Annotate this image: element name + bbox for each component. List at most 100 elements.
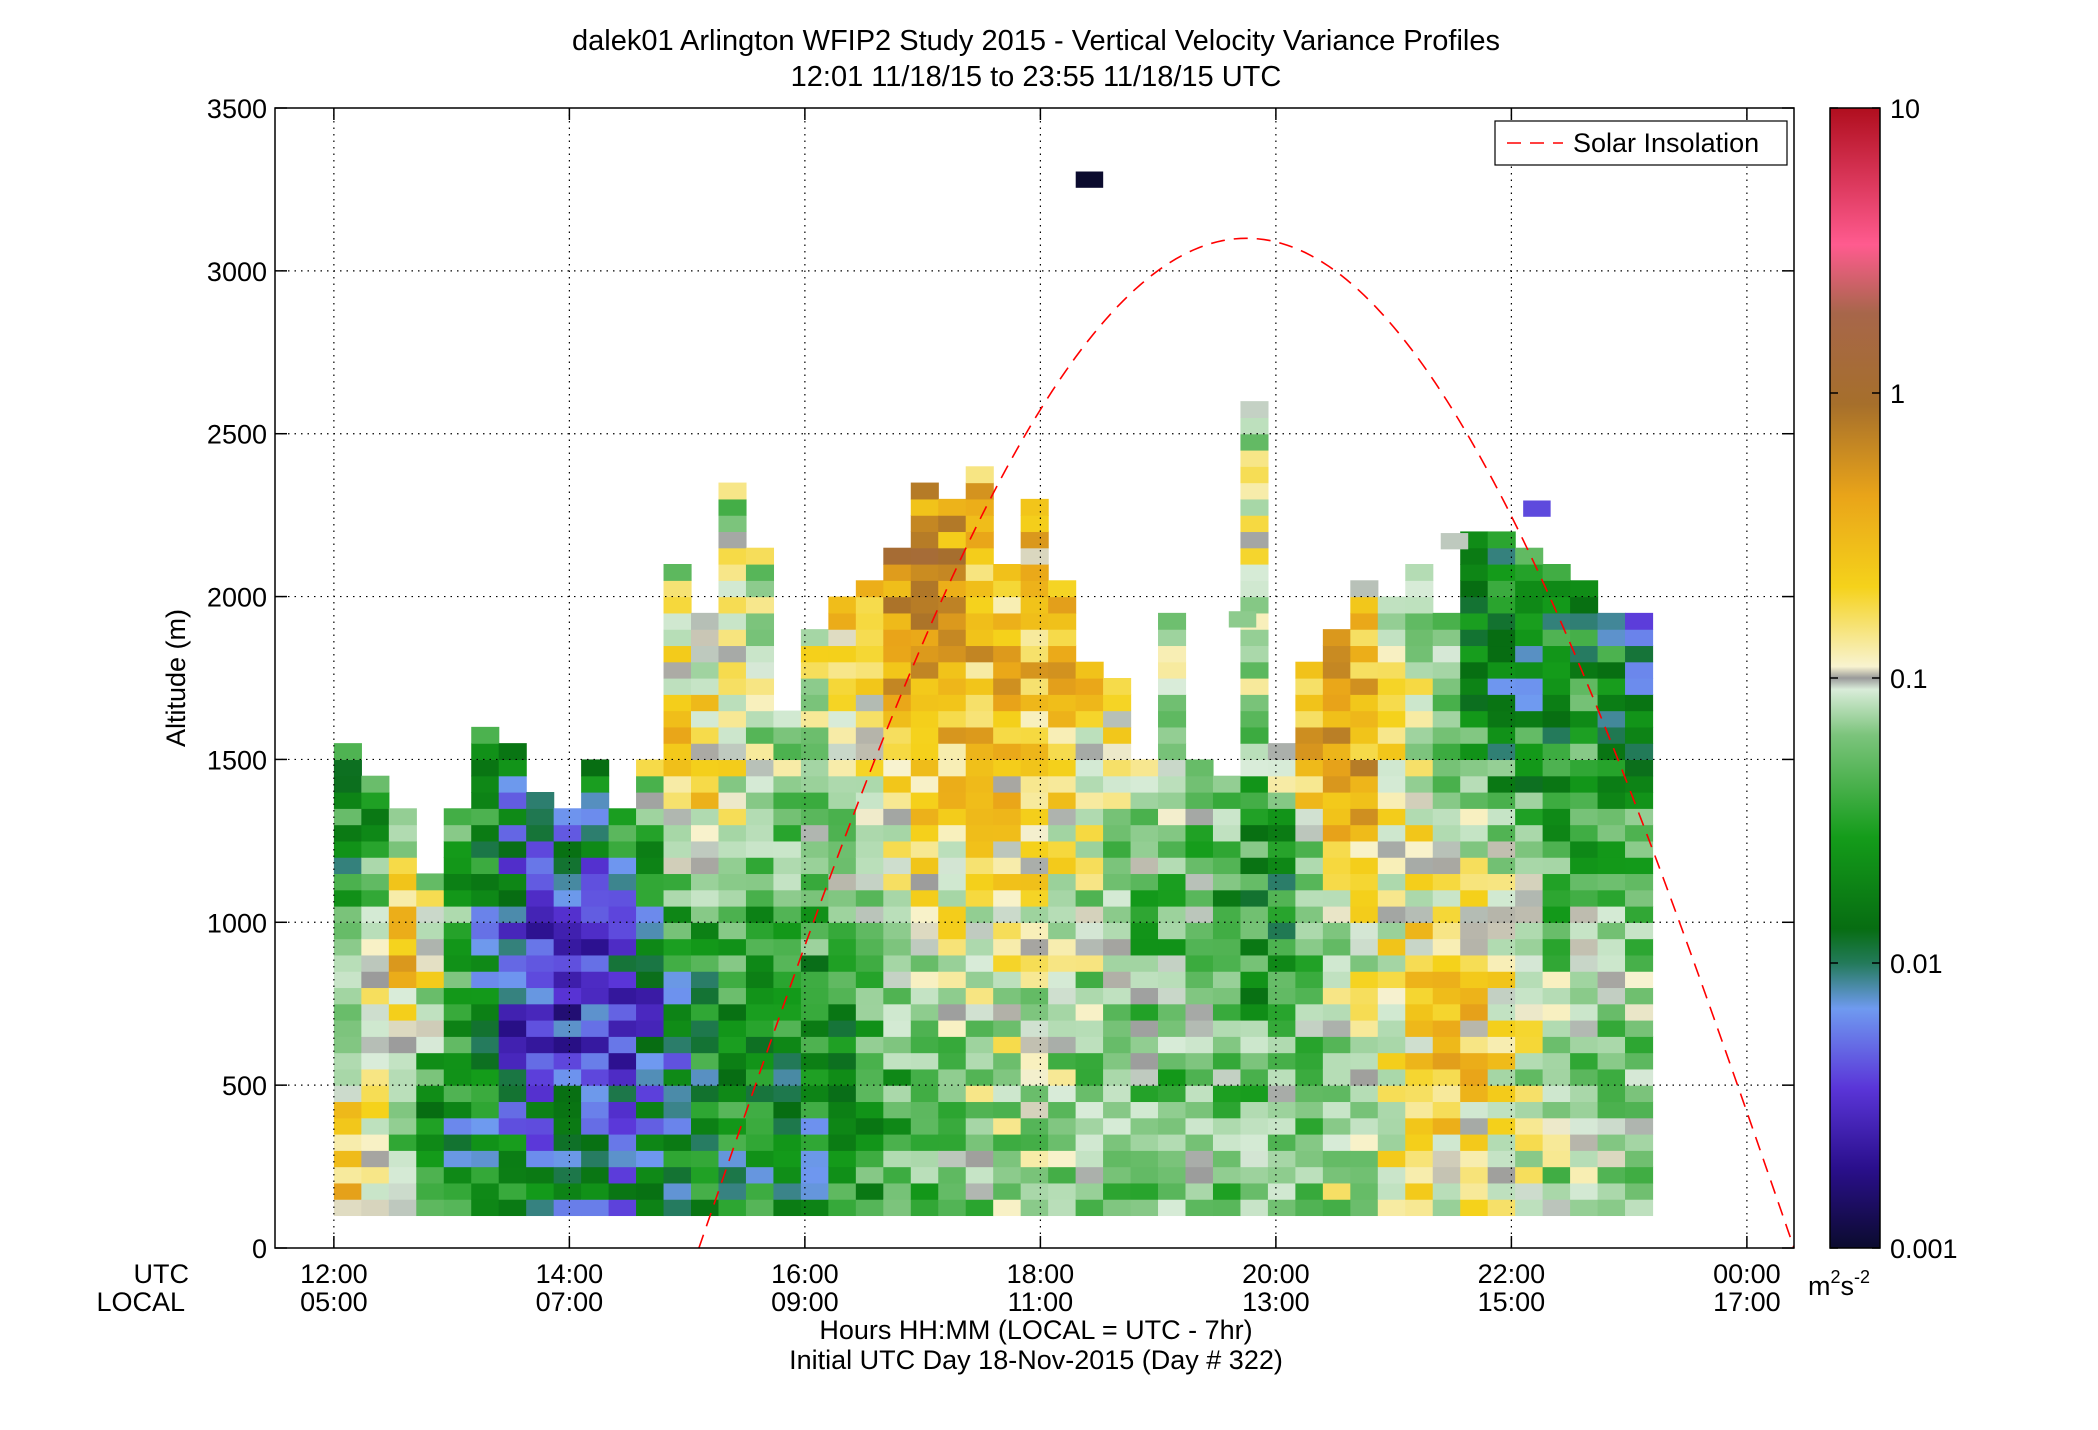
heatmap-cell — [1515, 694, 1544, 712]
heatmap-cell — [333, 840, 362, 858]
heatmap-cell — [663, 1020, 692, 1037]
heatmap-cell — [498, 1085, 527, 1103]
heatmap-cell — [1048, 1117, 1077, 1135]
heatmap-cell — [910, 1182, 939, 1200]
heatmap-cell — [910, 515, 939, 533]
heatmap-cell — [1515, 1052, 1544, 1070]
heatmap-cell — [993, 629, 1022, 647]
heatmap-cell — [800, 759, 829, 777]
heatmap-cell — [1487, 938, 1516, 956]
heatmap-cell — [1240, 1166, 1269, 1184]
heatmap-cell — [526, 1134, 555, 1151]
heatmap-cell — [1130, 1150, 1159, 1168]
heatmap-cell — [1048, 661, 1077, 679]
heatmap-cell — [1570, 1036, 1599, 1054]
heatmap-cell — [636, 1134, 665, 1151]
heatmap-cell — [1103, 857, 1132, 875]
heatmap-cell — [1405, 889, 1434, 907]
heatmap-cell — [745, 987, 775, 1005]
heatmap-cell — [416, 1150, 445, 1168]
heatmap-cell — [828, 1068, 857, 1086]
heatmap-cell — [1597, 661, 1626, 679]
heatmap-cell — [498, 889, 527, 907]
heatmap-cell — [1185, 1003, 1214, 1021]
y-tick-label: 1000 — [207, 908, 267, 938]
plot-frame — [274, 107, 1795, 1249]
heatmap-cell — [800, 743, 829, 761]
heatmap-cell — [883, 775, 912, 793]
heatmap-cell — [1460, 1068, 1489, 1086]
heatmap-cell — [663, 824, 692, 842]
heatmap-cell — [663, 661, 692, 679]
heatmap-cell — [663, 596, 692, 614]
x-tick-label-utc: 22:00 — [1478, 1259, 1546, 1289]
heatmap-cell — [1185, 987, 1214, 1005]
heatmap-cell — [1377, 629, 1406, 647]
heatmap-cell — [1597, 1068, 1626, 1086]
heatmap-cell — [636, 1020, 665, 1037]
heatmap-cell — [1267, 1199, 1296, 1217]
heatmap-cell — [993, 580, 1022, 598]
heatmap-cell — [1158, 987, 1187, 1005]
heatmap-cell — [800, 889, 829, 907]
heatmap-cell — [1377, 775, 1406, 793]
heatmap-cell — [663, 1003, 692, 1021]
heatmap-cell — [1487, 840, 1516, 858]
heatmap-cell — [1158, 694, 1187, 712]
heatmap-cell — [553, 1085, 582, 1103]
heatmap-cell — [938, 857, 967, 875]
heatmap-cell — [1350, 726, 1379, 744]
heatmap-cell — [553, 1036, 582, 1054]
heatmap-cell — [1542, 1085, 1571, 1103]
heatmap-cell — [1542, 824, 1571, 842]
heatmap-cell — [1185, 1134, 1214, 1151]
y-tick-label: 2500 — [207, 420, 267, 450]
heatmap-cell — [1460, 857, 1489, 875]
heatmap-cell — [1295, 726, 1324, 744]
heatmap-cell — [1295, 1199, 1324, 1217]
heatmap-cell — [993, 759, 1022, 777]
heatmap-cell — [1377, 824, 1406, 842]
heatmap-cell — [526, 873, 555, 891]
heatmap-cell — [553, 1003, 582, 1021]
heatmap-cell — [855, 954, 884, 972]
heatmap-cell — [691, 906, 720, 923]
heatmap-cell — [1130, 971, 1159, 989]
heatmap-cell — [855, 1117, 884, 1135]
heatmap-cell — [993, 1101, 1022, 1119]
heatmap-cell — [333, 1199, 362, 1217]
heatmap-cell — [1185, 792, 1214, 809]
heatmap-cell — [1405, 580, 1434, 598]
heatmap-cell — [773, 759, 802, 777]
heatmap-cell — [745, 743, 775, 761]
heatmap-cell — [1267, 1068, 1296, 1086]
heatmap-cell — [1597, 1166, 1626, 1184]
heatmap-cell — [1542, 1068, 1571, 1086]
heatmap-cell — [910, 1117, 939, 1135]
heatmap-cell — [1103, 873, 1132, 891]
heatmap-cell — [1295, 889, 1324, 907]
heatmap-cell — [910, 1068, 939, 1086]
heatmap-cell — [993, 906, 1022, 923]
heatmap-cell — [745, 1166, 775, 1184]
heatmap-cell — [1048, 726, 1077, 744]
heatmap-cell — [773, 1003, 802, 1021]
heatmap-cell — [1487, 792, 1516, 809]
heatmap-cell — [938, 954, 967, 972]
heatmap-cell — [1048, 694, 1077, 712]
heatmap-cell — [581, 792, 610, 809]
x-tick-label-utc: 16:00 — [771, 1259, 839, 1289]
heatmap-cell — [773, 1134, 802, 1151]
heatmap-cell — [855, 1003, 884, 1021]
heatmap-cell — [883, 808, 912, 826]
heatmap-cell — [993, 840, 1022, 858]
heatmap-cell — [828, 775, 857, 793]
heatmap-cell — [855, 1101, 884, 1119]
heatmap-cell — [773, 840, 802, 858]
heatmap-cell — [773, 857, 802, 875]
heatmap-cell — [1487, 759, 1516, 777]
heatmap-cell — [1542, 808, 1571, 826]
heatmap-cell — [361, 1117, 390, 1135]
heatmap-cell — [1240, 726, 1269, 744]
heatmap-cell — [1405, 824, 1434, 842]
